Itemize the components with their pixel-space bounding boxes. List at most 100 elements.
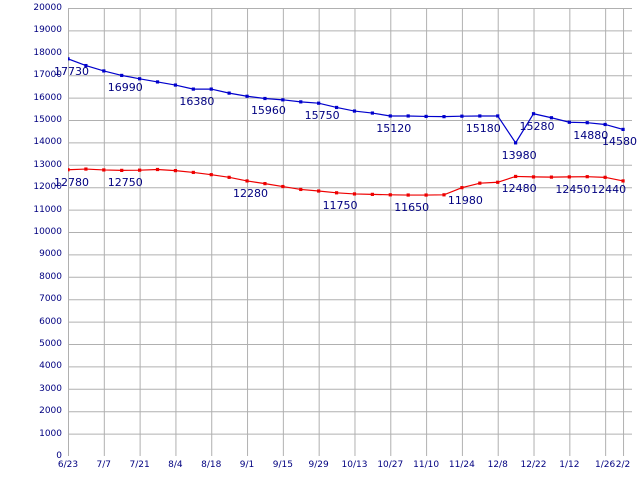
data-point-marker	[531, 175, 536, 179]
y-axis-tick-label: 18000	[33, 47, 62, 58]
data-point-marker	[370, 111, 374, 115]
y-axis-tick-label: 16000	[33, 92, 62, 103]
data-point-marker	[549, 116, 554, 120]
data-point-marker	[460, 186, 464, 190]
y-axis-tick-label: 7000	[39, 294, 62, 305]
y-axis-tick-label: 10000	[33, 227, 62, 237]
x-axis-tick-label: 12/8	[487, 460, 508, 470]
data-point-label: 17730	[54, 64, 89, 78]
data-point-label: 15280	[519, 119, 555, 133]
data-point-marker	[352, 109, 357, 113]
x-axis-tick-label: 12/22	[520, 460, 547, 470]
data-point-marker	[173, 83, 178, 87]
y-axis-tick-label: 12000	[33, 182, 62, 193]
data-point-marker	[299, 100, 303, 104]
data-point-marker	[424, 114, 428, 119]
data-point-marker	[263, 96, 267, 101]
data-point-marker	[352, 192, 357, 196]
data-point-marker	[585, 175, 589, 179]
series-line-upper	[68, 58, 624, 144]
data-point-label: 15750	[304, 109, 340, 123]
data-point-marker	[460, 114, 464, 118]
data-point-label: 12280	[233, 186, 269, 200]
y-axis-tick-label: 11000	[33, 204, 62, 215]
data-point-label: 11650	[394, 201, 430, 215]
data-point-marker	[514, 141, 518, 145]
data-point-marker	[514, 174, 518, 179]
data-point-marker	[155, 80, 160, 84]
y-axis-tick-label: 15000	[33, 115, 62, 125]
data-point-marker	[191, 87, 195, 91]
data-point-marker	[263, 182, 267, 186]
data-point-marker	[155, 167, 160, 172]
gridlines	[68, 8, 632, 456]
y-axis-tick-label: 4000	[39, 361, 62, 372]
data-point-marker	[406, 193, 410, 197]
y-axis-tick-label: 9000	[39, 249, 62, 260]
data-point-marker	[173, 169, 178, 173]
plot-area	[68, 8, 632, 456]
data-point-marker	[442, 115, 446, 119]
data-point-marker	[227, 175, 231, 179]
x-axis-tick-label: 1/26	[595, 460, 616, 470]
data-point-marker	[549, 175, 554, 179]
data-point-label: 14580	[602, 135, 637, 149]
data-point-marker	[68, 168, 70, 172]
data-point-marker	[120, 168, 124, 172]
data-point-marker	[567, 120, 571, 124]
data-point-marker	[388, 114, 392, 118]
data-point-marker	[281, 98, 285, 102]
data-point-marker	[370, 192, 374, 196]
data-point-marker	[317, 189, 321, 193]
x-axis-tick-label: 1/12	[559, 460, 580, 470]
data-point-marker	[299, 187, 303, 192]
x-axis-tick-label: 8/18	[201, 460, 222, 470]
y-axis-tick-label: 14000	[33, 137, 62, 148]
data-point-label: 14880	[573, 128, 609, 142]
data-point-marker	[281, 184, 285, 189]
data-point-label: 11750	[322, 198, 358, 212]
y-axis-tick-label: 3000	[39, 383, 62, 394]
data-point-marker	[585, 121, 589, 125]
data-point-label: 15960	[250, 104, 286, 118]
x-axis-tick-label: 10/27	[377, 460, 404, 470]
data-point-marker	[603, 122, 607, 127]
x-axis-tick-label: 9/29	[308, 460, 329, 470]
y-axis-tick-label: 8000	[39, 271, 62, 282]
data-point-label: 15120	[376, 121, 412, 135]
data-point-marker	[531, 112, 536, 116]
data-point-label: 12480	[501, 182, 537, 196]
x-axis-tick-label: 10/13	[341, 460, 368, 470]
data-point-marker	[209, 173, 213, 177]
data-point-marker	[245, 179, 249, 183]
data-point-label: 15180	[465, 121, 501, 135]
data-point-marker	[68, 57, 70, 61]
y-axis-tick-label: 0	[56, 451, 62, 461]
y-axis-tick-label: 19000	[33, 25, 62, 36]
data-point-label: 12450	[555, 182, 591, 196]
data-point-label: 16380	[179, 95, 215, 109]
data-point-marker	[120, 73, 124, 78]
data-point-marker	[478, 114, 482, 118]
data-point-marker	[478, 181, 482, 185]
data-point-marker	[334, 105, 339, 110]
x-axis-tick-label: 2/2	[615, 460, 631, 470]
data-point-marker	[388, 193, 392, 197]
y-axis-tick-label: 17000	[33, 70, 62, 81]
x-axis-tick-label: 8/4	[168, 460, 183, 470]
line-chart-svg	[68, 8, 632, 456]
data-point-marker	[227, 91, 231, 95]
x-axis-tick-label: 7/7	[96, 460, 112, 470]
x-axis-tick-label: 9/1	[239, 460, 255, 470]
data-point-marker	[621, 127, 625, 132]
data-point-marker	[334, 191, 339, 195]
data-point-marker	[621, 179, 625, 183]
y-axis-tick-label: 6000	[39, 316, 62, 327]
data-point-marker	[191, 170, 195, 175]
data-point-marker	[84, 63, 88, 68]
series-layer	[68, 57, 625, 197]
data-point-marker	[567, 175, 571, 179]
x-axis-tick-label: 9/15	[272, 460, 293, 470]
data-point-marker	[424, 193, 428, 197]
data-point-marker	[102, 69, 106, 73]
